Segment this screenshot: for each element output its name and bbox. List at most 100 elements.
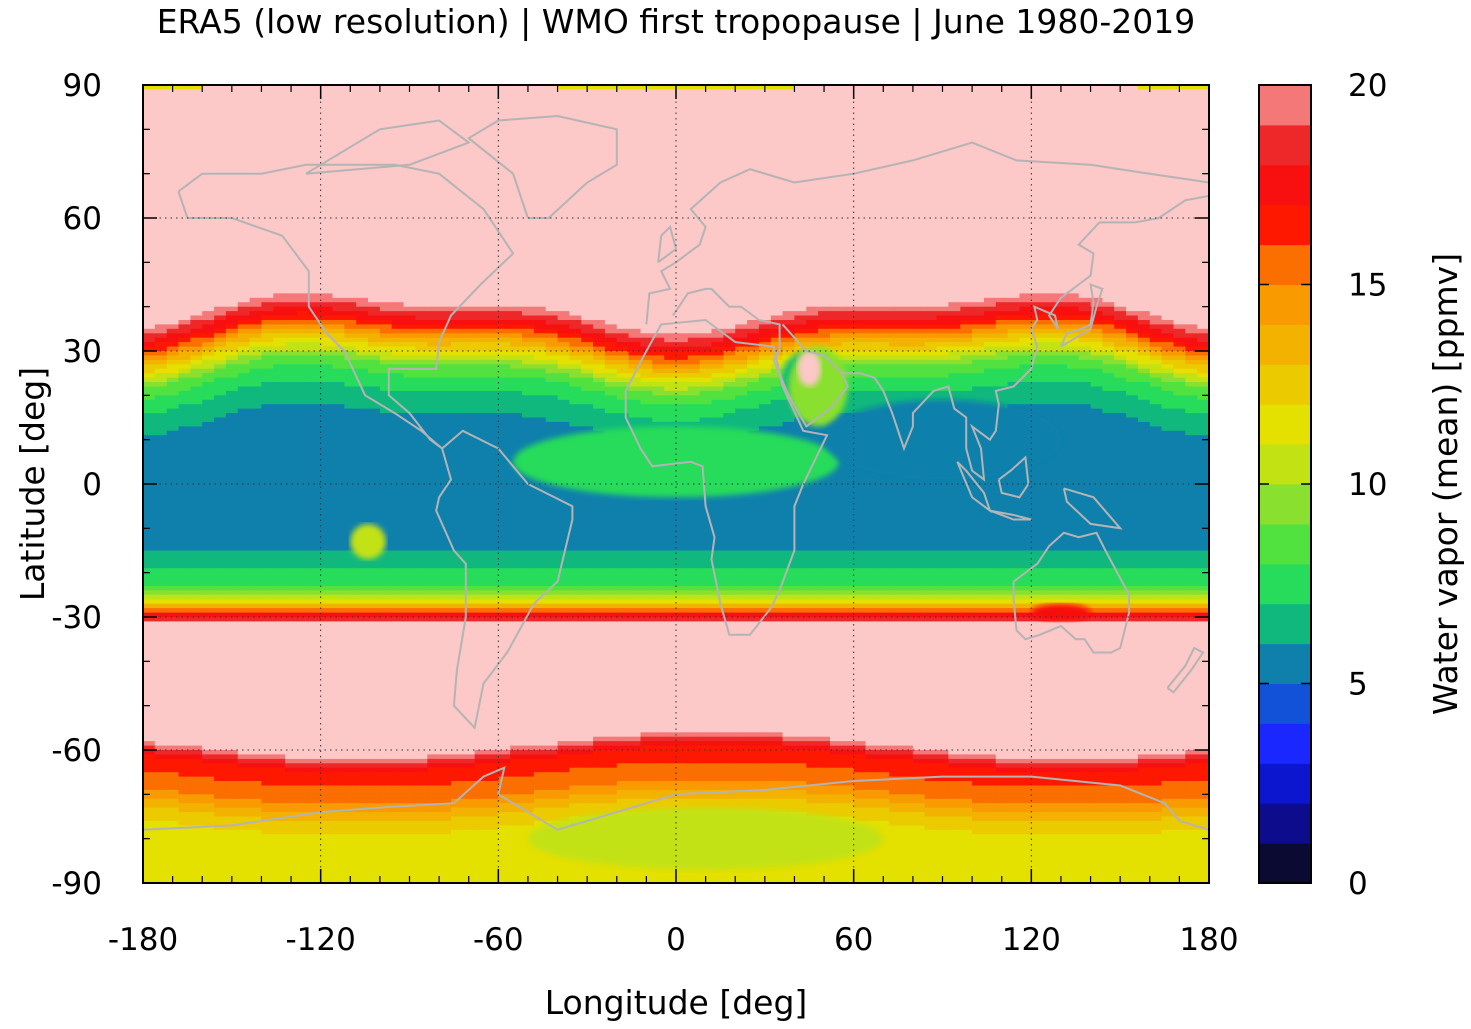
heatmap-cell: [166, 816, 180, 822]
heatmap-cell: [391, 634, 405, 640]
heatmap-cell: [178, 182, 192, 188]
heatmap-cell: [154, 577, 168, 583]
heatmap-cell: [154, 337, 168, 343]
heatmap-cell: [202, 204, 215, 210]
heatmap-cell: [214, 293, 227, 299]
heatmap-cell: [439, 825, 452, 831]
heatmap-cell: [225, 643, 239, 649]
heatmap-cell: [308, 528, 322, 534]
heatmap-cell: [202, 639, 215, 645]
heatmap-cell: [427, 421, 440, 428]
heatmap-cell: [451, 586, 464, 592]
heatmap-cell: [439, 803, 452, 809]
heatmap-cell: [225, 546, 239, 552]
heatmap-cell: [237, 124, 251, 131]
heatmap-cell: [379, 98, 393, 104]
heatmap-cell: [273, 612, 286, 618]
heatmap-cell: [237, 714, 251, 720]
heatmap-cell: [439, 594, 452, 600]
heatmap-cell: [356, 413, 369, 419]
heatmap-cell: [237, 457, 251, 463]
heatmap-cell: [143, 320, 156, 326]
heatmap-cell: [462, 674, 476, 680]
heatmap-cell: [285, 719, 298, 725]
heatmap-cell: [237, 563, 251, 569]
heatmap-cell: [143, 661, 156, 667]
heatmap-cell: [332, 856, 346, 862]
heatmap-cell: [273, 630, 286, 636]
heatmap-cell: [379, 825, 393, 831]
heatmap-cell: [356, 860, 369, 866]
heatmap-cell: [225, 351, 239, 357]
heatmap-cell: [379, 856, 393, 862]
heatmap-cell: [391, 523, 405, 530]
heatmap-cell: [143, 563, 156, 569]
heatmap-cell: [403, 288, 417, 295]
heatmap-cell: [166, 492, 180, 499]
heatmap-cell: [178, 617, 192, 623]
heatmap-cell: [356, 789, 369, 796]
heatmap-cell: [143, 829, 156, 835]
heatmap-cell: [225, 240, 239, 246]
heatmap-cell: [154, 426, 168, 432]
heatmap-cell: [178, 147, 192, 153]
heatmap-cell: [202, 869, 215, 875]
heatmap-cell: [379, 754, 393, 760]
heatmap-cell: [249, 856, 263, 862]
heatmap-cell: [249, 204, 263, 210]
heatmap-cell: [439, 368, 452, 374]
heatmap-cell: [391, 563, 405, 569]
heatmap-cell: [273, 834, 286, 840]
heatmap-cell: [391, 266, 405, 272]
heatmap-cell: [261, 559, 274, 565]
heatmap-cell: [297, 665, 310, 671]
heatmap-cell: [356, 754, 369, 760]
heatmap-cell: [451, 484, 464, 490]
heatmap-cell: [178, 448, 192, 454]
heatmap-cell: [379, 377, 393, 383]
heatmap-cell: [143, 679, 156, 685]
heatmap-cell: [143, 351, 156, 357]
heatmap-cell: [143, 856, 156, 862]
heatmap-cell: [143, 386, 156, 392]
heatmap-cell: [166, 351, 180, 357]
heatmap-cell: [451, 878, 464, 883]
heatmap-cell: [368, 448, 381, 454]
heatmap-cell: [273, 169, 286, 175]
heatmap-cell: [297, 399, 310, 405]
heatmap-cell: [403, 280, 417, 286]
heatmap-cell: [285, 501, 298, 507]
heatmap-cell: [214, 497, 227, 503]
heatmap-cell: [178, 608, 192, 614]
heatmap-cell: [308, 838, 322, 844]
heatmap-cell: [439, 736, 452, 742]
heatmap-cell: [178, 781, 192, 787]
heatmap-cell: [273, 129, 286, 135]
heatmap-cell: [379, 506, 393, 512]
heatmap-cell: [451, 745, 464, 751]
heatmap-cell: [320, 554, 334, 561]
heatmap-cell: [154, 719, 168, 725]
heatmap-cell: [237, 461, 251, 467]
heatmap-cell: [143, 590, 156, 596]
heatmap-cell: [273, 820, 286, 827]
heatmap-cell: [344, 195, 357, 201]
heatmap-cell: [190, 160, 203, 166]
heatmap-cell: [154, 240, 168, 246]
heatmap-cell: [332, 120, 346, 126]
heatmap-cell: [379, 510, 393, 516]
heatmap-cell: [237, 665, 251, 671]
heatmap-cell: [403, 736, 417, 742]
heatmap-cell: [154, 324, 168, 330]
heatmap-cell: [285, 240, 298, 246]
heatmap-cell: [368, 116, 381, 122]
heatmap-cell: [308, 754, 322, 760]
heatmap-cell: [178, 435, 192, 441]
heatmap-cell: [320, 501, 334, 507]
heatmap-cell: [202, 492, 215, 499]
heatmap-cell: [154, 617, 168, 623]
heatmap-cell: [427, 661, 440, 667]
heatmap-cell: [415, 594, 428, 600]
heatmap-cell: [427, 736, 440, 742]
heatmap-cell: [332, 191, 346, 197]
